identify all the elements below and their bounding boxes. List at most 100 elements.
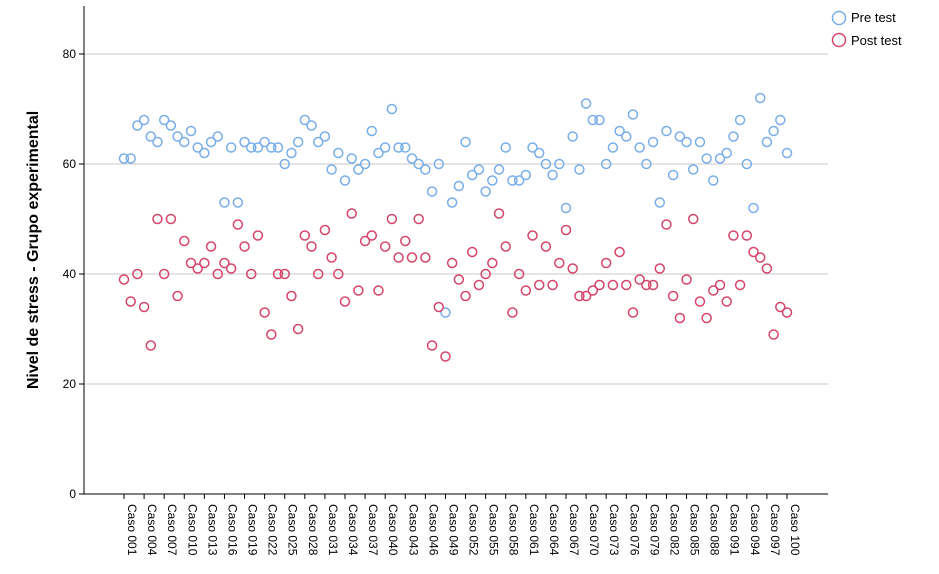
data-point: [694, 296, 706, 307]
data-point: [654, 263, 666, 274]
x-tick-label: Caso 043: [406, 504, 420, 556]
data-point: [661, 219, 672, 230]
data-point: [393, 252, 404, 263]
x-tick-label: Caso 055: [487, 504, 501, 556]
data-point: [714, 279, 726, 291]
data-point: [272, 268, 284, 280]
data-point: [560, 224, 572, 236]
data-point: [319, 131, 331, 142]
series-post-test: [118, 208, 793, 362]
data-point: [132, 268, 143, 280]
data-point: [687, 213, 699, 225]
data-point: [145, 340, 157, 351]
data-point: [728, 131, 739, 142]
data-point: [466, 169, 478, 181]
data-point: [775, 114, 786, 126]
x-tick-label: Caso 013: [205, 504, 219, 556]
data-point: [574, 290, 585, 302]
data-point: [319, 224, 331, 236]
data-point: [761, 136, 773, 148]
data-point: [286, 147, 297, 159]
x-tick-label: Caso 049: [446, 504, 460, 556]
data-point: [339, 175, 351, 186]
data-point: [580, 290, 592, 302]
data-point: [346, 208, 357, 219]
data-point: [279, 268, 290, 280]
data-point: [440, 351, 451, 362]
data-point: [185, 125, 197, 137]
data-point: [152, 136, 163, 148]
data-point: [533, 279, 545, 291]
data-point: [627, 109, 639, 120]
data-point: [647, 136, 659, 148]
data-point: [366, 230, 378, 241]
data-point: [674, 131, 686, 142]
data-point: [393, 142, 404, 153]
data-point: [781, 147, 793, 159]
data-point: [339, 296, 351, 307]
data-point: [333, 268, 344, 280]
data-point: [513, 268, 525, 280]
x-tick-label: Caso 073: [607, 504, 621, 556]
data-point: [748, 246, 759, 258]
data-point: [286, 290, 297, 302]
data-point: [212, 268, 224, 280]
legend-label-pre-test: Pre test: [851, 10, 896, 25]
x-tick-label: Caso 046: [426, 504, 440, 556]
data-point: [574, 164, 585, 175]
data-point: [634, 142, 645, 153]
data-point: [607, 279, 619, 291]
data-point: [199, 257, 210, 269]
data-point: [219, 197, 230, 208]
x-tick-label: Caso 085: [688, 504, 702, 556]
data-point: [587, 285, 599, 296]
data-point: [299, 230, 311, 241]
gridlines: [84, 53, 828, 385]
data-point: [426, 186, 438, 197]
data-point: [420, 164, 431, 175]
x-tick-label: Caso 097: [768, 504, 782, 556]
data-points: [118, 92, 793, 362]
data-point: [567, 263, 578, 274]
y-tick-label: 20: [63, 377, 77, 391]
x-tick-label: Caso 067: [567, 504, 581, 556]
data-point: [741, 230, 753, 241]
data-point: [158, 114, 170, 126]
data-point: [701, 153, 712, 164]
data-point: [781, 307, 793, 318]
data-point: [272, 142, 284, 153]
data-point: [681, 136, 692, 148]
data-point: [460, 290, 471, 302]
data-point: [192, 263, 203, 274]
x-tick-label: Caso 064: [547, 504, 561, 556]
data-point: [225, 263, 237, 274]
data-point: [212, 131, 224, 142]
x-tick-label: Caso 061: [527, 504, 541, 556]
data-point: [527, 142, 538, 153]
x-tick-label: Caso 007: [165, 504, 179, 556]
data-point: [714, 153, 726, 164]
x-tick-label: Caso 019: [246, 504, 260, 556]
data-point: [661, 125, 672, 137]
data-point: [507, 175, 518, 186]
data-point: [708, 285, 719, 296]
data-point: [199, 147, 210, 159]
data-point: [473, 164, 485, 175]
data-point: [373, 285, 384, 296]
data-point: [179, 235, 190, 247]
data-point: [245, 268, 257, 280]
data-point: [734, 279, 746, 291]
data-point: [125, 296, 136, 307]
data-point: [453, 180, 465, 192]
data-point: [708, 175, 719, 186]
data-point: [540, 158, 552, 170]
data-point: [487, 175, 498, 186]
x-tick-label: Caso 076: [627, 504, 641, 556]
data-point: [239, 241, 250, 252]
data-point: [400, 142, 411, 153]
x-tick-label: Caso 037: [366, 504, 380, 556]
data-point: [721, 147, 732, 159]
data-point: [386, 103, 398, 115]
data-point: [158, 268, 170, 280]
